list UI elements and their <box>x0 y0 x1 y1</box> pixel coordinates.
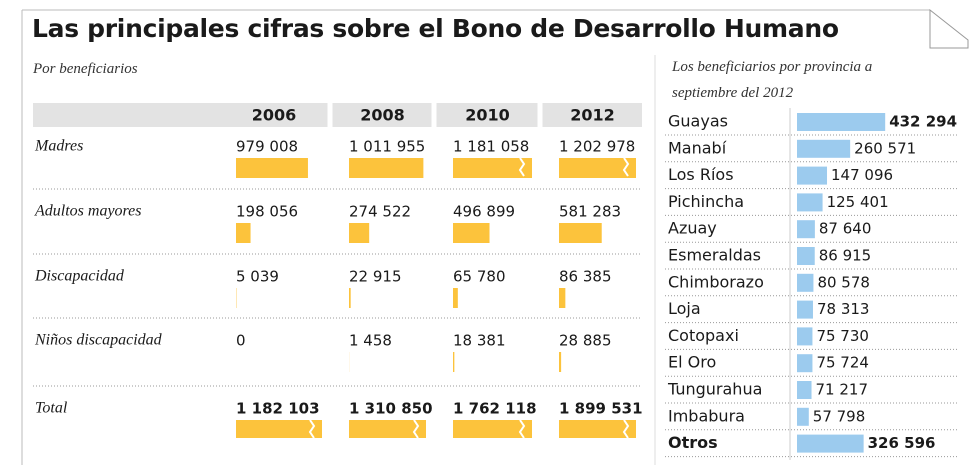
category-label: Pichincha <box>668 192 744 211</box>
category-label: El Oro <box>668 353 716 372</box>
category-label: Manabí <box>668 138 727 157</box>
value-label: 1 762 118 <box>453 400 537 418</box>
row-label: Niños discapacidad <box>34 332 163 349</box>
value-label: 198 056 <box>236 203 298 221</box>
bar <box>797 247 815 265</box>
category-label: Chimborazo <box>668 272 764 291</box>
value-label: 979 008 <box>236 138 298 156</box>
value-label: 1 181 058 <box>453 138 529 156</box>
column-header: 2006 <box>252 106 297 125</box>
value-label: 18 381 <box>453 332 506 350</box>
value-label: 75 730 <box>816 327 869 345</box>
bar <box>453 288 458 308</box>
category-label: Otros <box>668 433 718 452</box>
bar <box>349 223 370 243</box>
break-mark <box>518 419 526 439</box>
bar <box>453 420 532 438</box>
bar <box>236 158 308 178</box>
bar <box>349 420 426 438</box>
title: Las principales cifras sobre el Bono de … <box>32 14 839 43</box>
value-label: 87 640 <box>819 220 872 238</box>
bar <box>797 220 815 239</box>
break-mark <box>622 157 630 177</box>
value-label: 1 011 955 <box>349 138 425 156</box>
bar <box>559 158 636 178</box>
value-label: 1 202 978 <box>559 138 635 156</box>
header-band <box>33 103 642 127</box>
value-label: 57 798 <box>813 407 866 425</box>
value-label: 1 899 531 <box>559 400 643 418</box>
break-mark <box>412 419 420 439</box>
break-mark <box>308 419 316 439</box>
bar <box>236 223 251 243</box>
bar <box>453 158 532 178</box>
value-label: 1 310 850 <box>349 400 433 418</box>
category-label: Los Ríos <box>668 165 734 184</box>
bar <box>797 327 813 346</box>
category-label: Esmeraldas <box>668 246 761 265</box>
row-label: Madres <box>34 138 83 155</box>
value-label: 326 596 <box>868 434 936 452</box>
break-mark <box>518 157 526 177</box>
row-label: Adultos mayores <box>34 203 142 220</box>
bar <box>797 300 813 319</box>
bar <box>797 354 813 373</box>
bar <box>349 158 424 178</box>
value-label: 260 571 <box>854 139 916 157</box>
bar <box>797 113 886 131</box>
row-label: Total <box>35 400 68 417</box>
bar <box>797 434 864 453</box>
category-label: Imbabura <box>668 406 745 425</box>
bar <box>559 223 602 243</box>
category-label: Guayas <box>668 112 728 131</box>
bar <box>797 193 823 212</box>
category-label: Tungurahua <box>667 380 762 399</box>
bar <box>453 223 490 243</box>
fold-icon <box>929 8 969 49</box>
value-label: 80 578 <box>817 273 870 291</box>
fold-icon <box>929 10 968 49</box>
bar <box>559 288 566 308</box>
bar <box>797 407 809 426</box>
bar <box>797 139 851 158</box>
subtitle: Los beneficiarios por provincia a septie… <box>672 59 873 101</box>
value-label: 28 885 <box>559 332 612 350</box>
bar <box>797 166 828 185</box>
value-label: 274 522 <box>349 203 411 221</box>
value-label: 22 915 <box>349 268 402 286</box>
bar <box>559 352 562 372</box>
bar <box>349 288 351 308</box>
value-label: 1 182 103 <box>236 400 320 418</box>
category-label: Cotopaxi <box>668 326 739 345</box>
value-label: 86 385 <box>559 268 612 286</box>
column-header: 2010 <box>465 106 510 125</box>
bar <box>453 352 455 372</box>
value-label: 78 313 <box>817 300 870 318</box>
value-label: 147 096 <box>831 166 893 184</box>
category-label: Azuay <box>668 219 717 238</box>
bar <box>797 273 814 292</box>
value-label: 432 294 <box>889 113 957 131</box>
value-label: 1 458 <box>349 332 392 350</box>
subtitle: Por beneficiarios <box>33 61 138 77</box>
value-label: 86 915 <box>819 247 872 265</box>
value-label: 71 217 <box>816 381 869 399</box>
value-label: 75 724 <box>816 354 869 372</box>
value-label: 65 780 <box>453 268 506 286</box>
value-label: 5 039 <box>236 268 279 286</box>
column-header: 2012 <box>570 106 615 125</box>
category-label: Loja <box>668 299 701 318</box>
bar <box>236 420 322 438</box>
bar <box>559 420 636 438</box>
column-header: 2008 <box>360 106 405 125</box>
value-label: 581 283 <box>559 203 621 221</box>
break-mark <box>622 419 630 439</box>
value-label: 0 <box>236 332 246 350</box>
value-label: 496 899 <box>453 203 515 221</box>
bar <box>797 381 812 399</box>
row-label: Discapacidad <box>34 268 125 285</box>
value-label: 125 401 <box>827 193 889 211</box>
